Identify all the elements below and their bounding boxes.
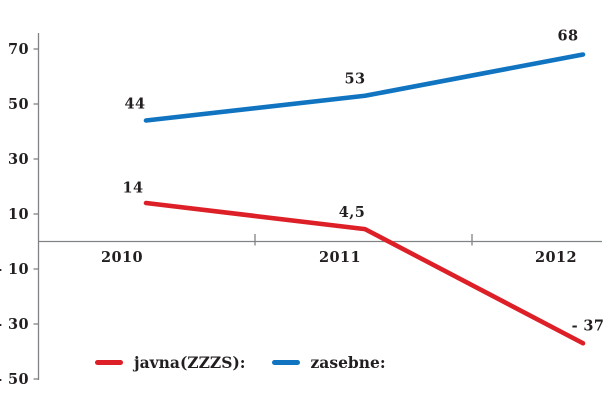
svg-text:10: 10 [8,206,29,223]
svg-text:70: 70 [8,41,29,58]
svg-text:50: 50 [8,96,29,113]
svg-text:2012: 2012 [535,249,577,266]
svg-text:53: 53 [345,71,366,88]
svg-text:68: 68 [558,28,579,45]
legend-line-swatch-red-icon [95,360,123,365]
svg-text:44: 44 [125,96,146,113]
svg-text:14: 14 [123,180,144,197]
legend-item-javna: javna(ZZZS): [95,353,246,372]
legend-label-javna: javna(ZZZS): [134,353,246,372]
svg-text:- 10: - 10 [0,261,29,278]
legend-line-swatch-blue-icon [271,360,300,365]
svg-text:- 50: - 50 [0,371,29,388]
svg-text:4,5: 4,5 [339,204,365,221]
legend: javna(ZZZS): zasebne: [95,353,386,372]
svg-text:2011: 2011 [319,249,361,266]
svg-text:30: 30 [8,151,29,168]
svg-text:2010: 2010 [101,249,143,266]
legend-label-zasebne: zasebne: [310,353,386,372]
legend-item-zasebne: zasebne: [271,353,386,372]
svg-text:- 30: - 30 [0,316,29,333]
svg-text:- 37: - 37 [572,318,605,335]
